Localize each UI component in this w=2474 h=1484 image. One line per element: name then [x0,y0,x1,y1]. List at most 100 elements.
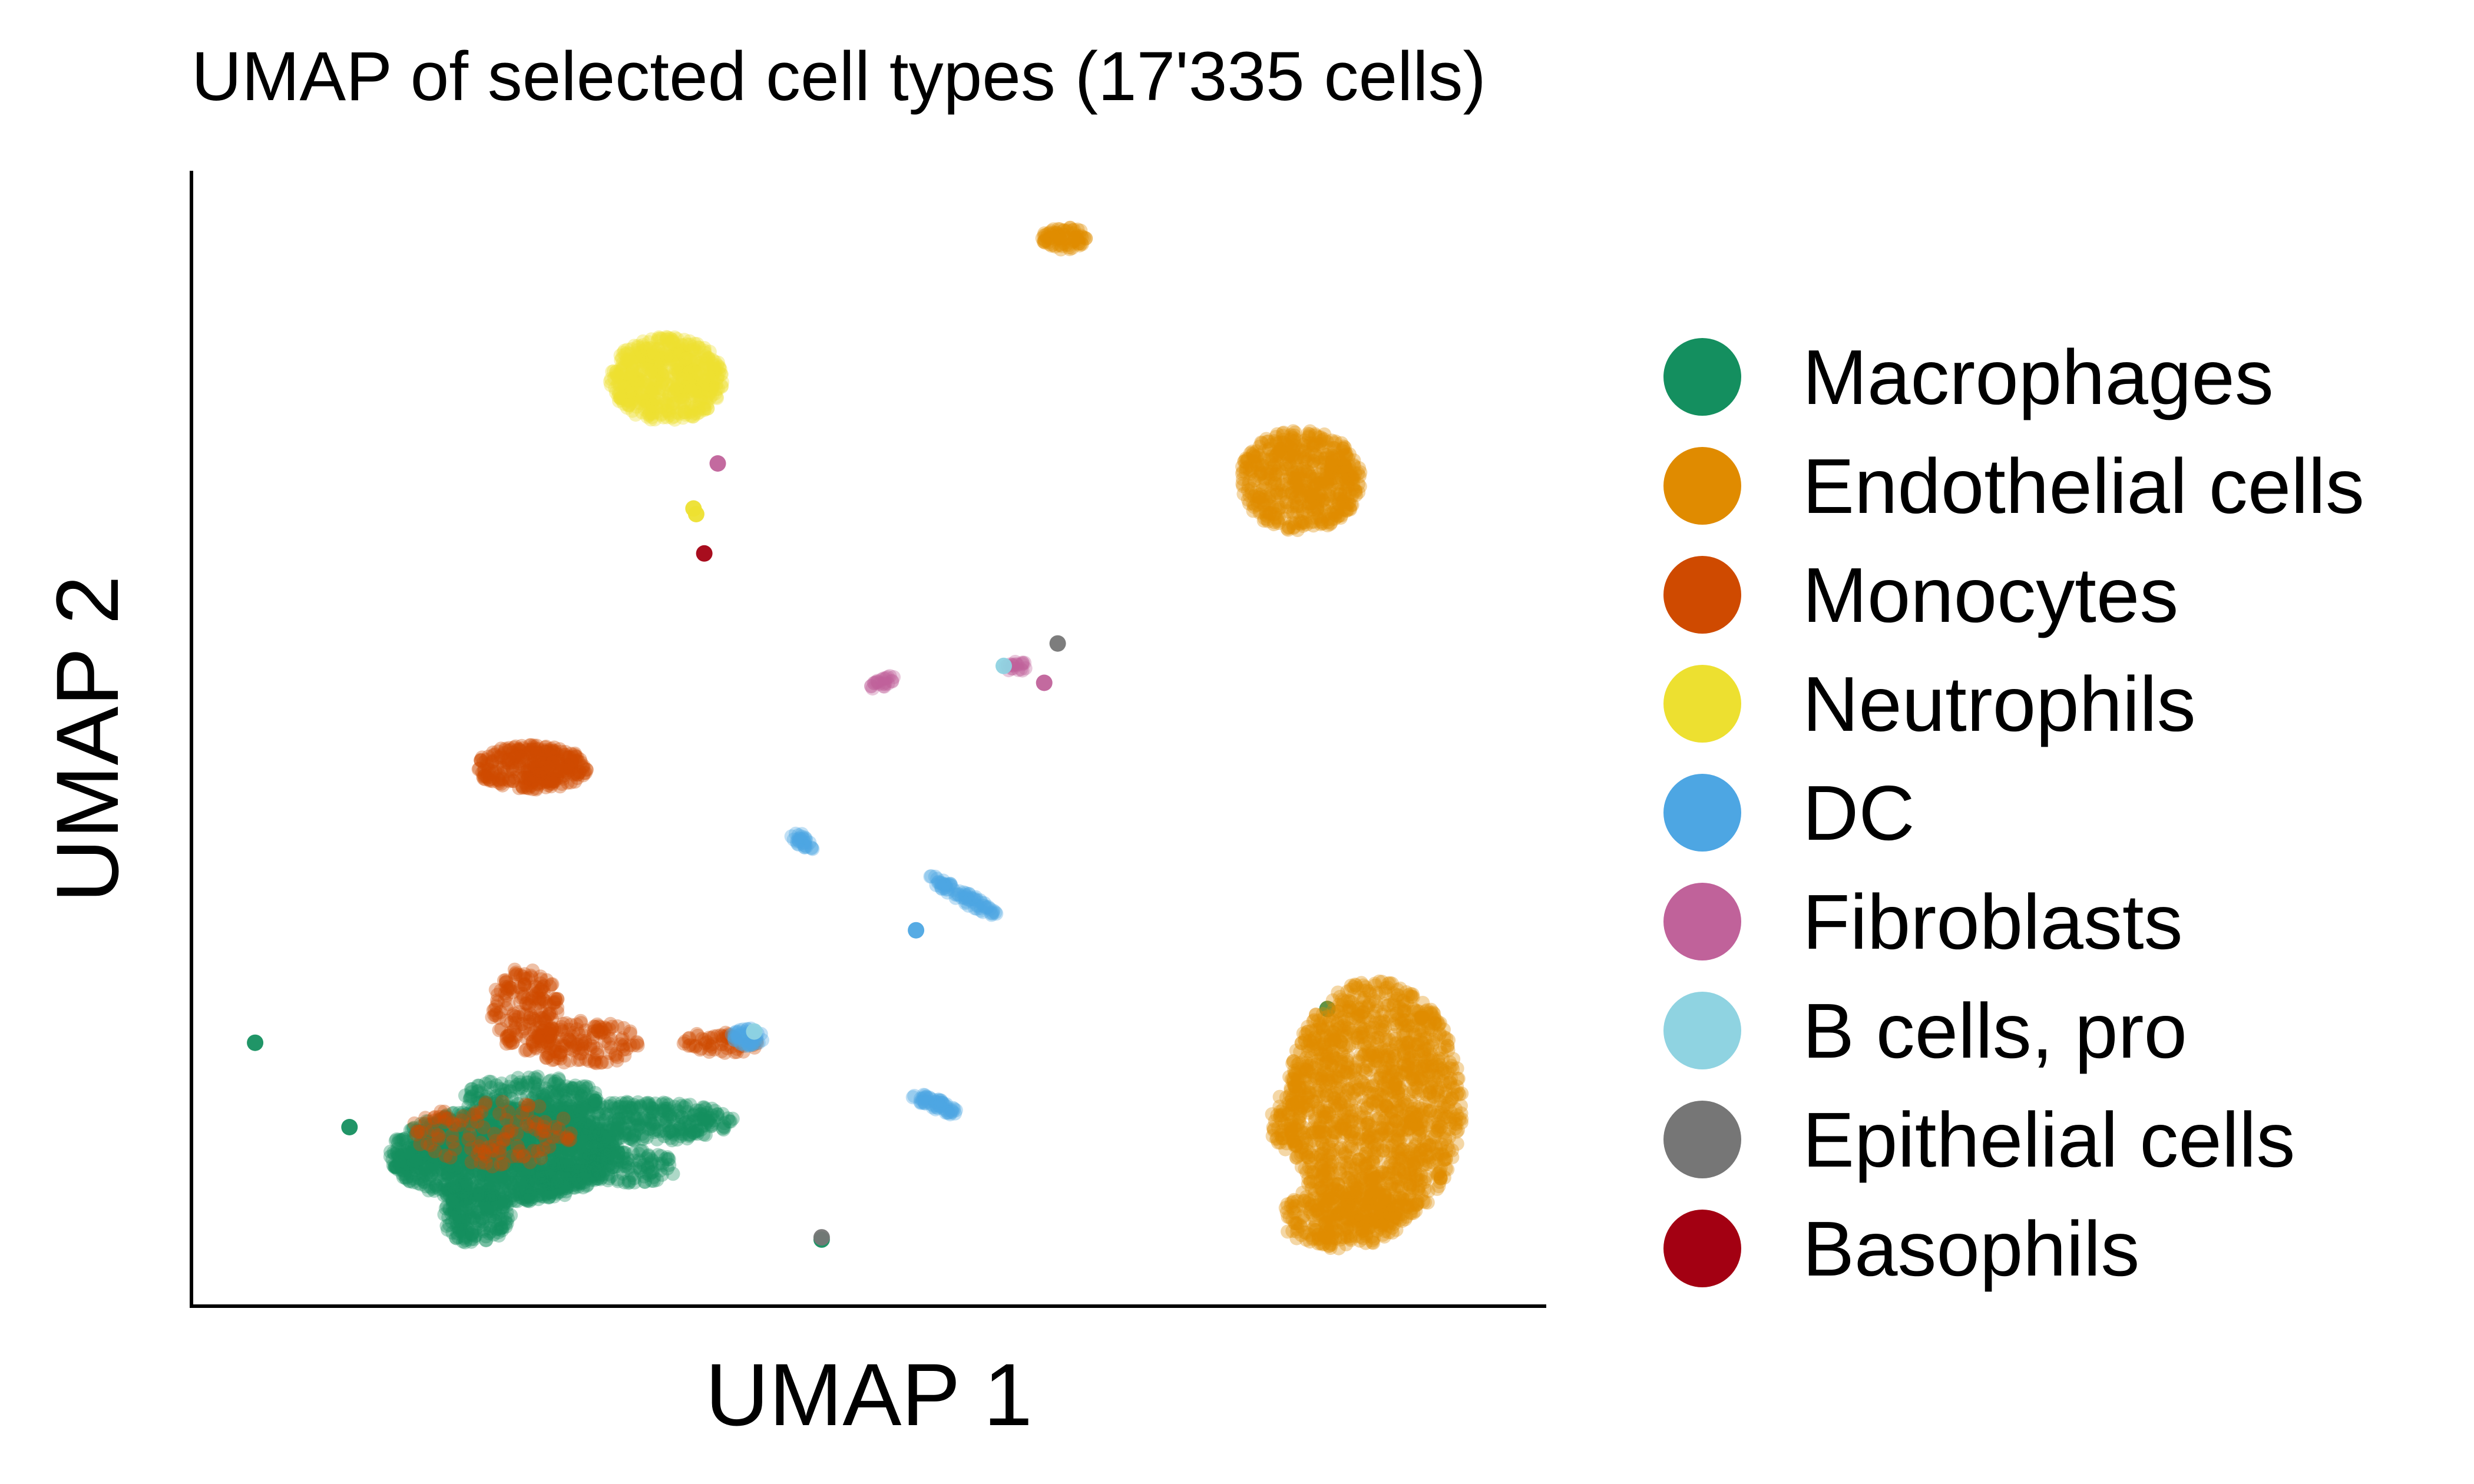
data-point [530,1132,545,1147]
data-point [515,1175,530,1190]
data-point [455,1175,469,1190]
data-point [490,1150,505,1165]
data-point [479,1148,494,1162]
data-point [527,1117,541,1132]
data-point [521,1150,535,1164]
data-point [476,1110,490,1125]
data-point [438,1110,453,1125]
data-point [479,1112,494,1127]
data-point [525,1128,540,1143]
data-point [554,1157,568,1171]
data-point [411,1134,425,1149]
data-point [400,1145,415,1160]
data-point [454,1137,469,1151]
data-point [524,1192,539,1207]
data-point [504,1175,518,1190]
data-point [518,1190,533,1204]
data-point [520,1183,534,1198]
data-point [446,1165,461,1180]
data-point [605,1140,620,1154]
data-point [408,1140,422,1155]
data-point [560,1135,575,1149]
data-point [478,1117,492,1131]
data-point [461,1166,475,1181]
data-point [502,1128,517,1143]
data-point [531,1107,546,1122]
data-point [501,1124,515,1139]
data-point [552,1162,567,1176]
data-point [483,1117,498,1131]
data-point [1425,1005,1440,1020]
data-point [540,1129,554,1144]
data-point [513,1075,528,1090]
data-point [507,1180,521,1194]
data-point [402,1144,417,1159]
data-point [445,1143,460,1157]
data-point [553,1177,568,1191]
data-point [536,1157,551,1172]
data-point [396,1158,411,1172]
data-point [541,1178,556,1192]
data-point [1390,988,1405,1003]
data-point [520,1161,535,1176]
data-point [495,1211,510,1226]
data-point [505,1154,520,1169]
data-point [478,1132,493,1147]
data-point [547,1150,561,1164]
data-point [431,1114,446,1128]
data-point [508,1170,523,1185]
data-point [570,1118,585,1133]
data-point [460,1167,475,1182]
data-point [597,1137,611,1152]
data-point [449,1178,464,1193]
data-point [459,1118,474,1133]
data-point [580,1141,595,1155]
data-point [415,1163,429,1178]
data-point [424,1118,438,1132]
data-point [525,1124,540,1138]
data-point [587,1169,602,1184]
data-point [578,1170,593,1184]
data-point [492,1122,507,1137]
data-point [438,1146,453,1161]
data-point [542,1117,557,1131]
data-point [398,1167,412,1181]
data-point [480,1162,495,1177]
data-point [495,1170,510,1184]
data-point [448,1133,462,1148]
data-point [415,1127,429,1141]
data-point [524,1182,538,1197]
data-point [530,1166,545,1181]
data-point [437,1137,452,1152]
data-point [583,1168,597,1182]
data-point [553,1170,567,1185]
data-point [1289,1231,1304,1246]
data-point [534,1189,548,1204]
data-point [499,1109,513,1123]
data-point [524,1172,538,1187]
data-point [575,1180,590,1195]
data-point [487,1135,502,1150]
data-point [587,1129,601,1144]
data-point [522,1115,537,1130]
data-point [418,1135,432,1150]
data-point [611,1150,626,1164]
data-point [547,1113,561,1128]
data-point [518,1190,533,1205]
data-point [451,1112,466,1127]
data-point [581,1165,596,1180]
data-point [489,1109,504,1124]
data-point [485,1162,500,1177]
data-point [545,1174,559,1189]
data-point [493,1165,508,1180]
data-point [534,1104,548,1118]
data-point [514,1185,528,1200]
data-point [487,1177,502,1192]
data-point [558,1137,573,1151]
data-point [522,1125,537,1140]
data-point [475,1145,490,1160]
data-point [599,1148,614,1162]
data-point [461,1133,476,1148]
data-point [573,1157,588,1171]
data-point [600,1148,614,1163]
